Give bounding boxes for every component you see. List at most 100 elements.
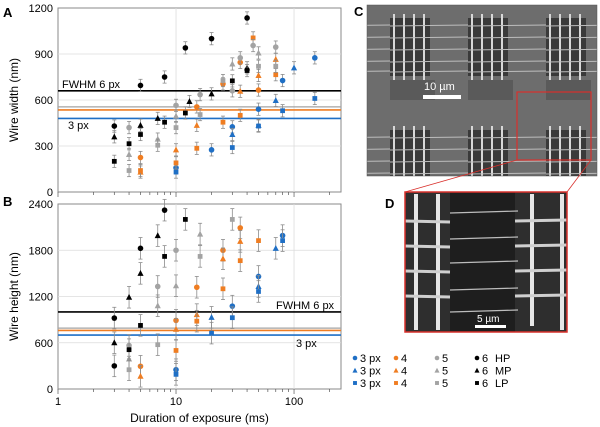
marker-circle — [193, 104, 200, 110]
marker-circle — [229, 303, 236, 309]
series-6-hp — [111, 198, 168, 378]
marker-square — [280, 238, 285, 243]
series-5-mp — [125, 46, 262, 161]
marker-circle — [193, 284, 200, 291]
legend-power-label: MP — [495, 366, 512, 378]
y-tick-label: 1200 — [29, 292, 53, 304]
marker-square — [256, 63, 261, 69]
marker-triangle — [154, 302, 161, 309]
marker-square — [126, 168, 132, 173]
marker-square — [312, 96, 318, 101]
marker-square — [197, 112, 203, 117]
marker-circle — [161, 207, 168, 213]
marker-square — [280, 108, 285, 114]
marker-triangle — [193, 121, 200, 128]
marker-circle — [255, 87, 262, 93]
marker-triangle — [186, 98, 193, 105]
marker-circle — [137, 245, 144, 252]
marker-circle — [161, 74, 168, 80]
reference-line-label: 3 px — [296, 338, 317, 350]
marker-circle — [237, 225, 244, 231]
marker-square — [126, 367, 132, 373]
marker-square — [138, 168, 143, 173]
marker-triangle — [352, 367, 358, 373]
legend-label: 3 px — [360, 366, 381, 378]
marker-square — [126, 347, 132, 353]
marker-triangle — [197, 230, 204, 237]
marker-triangle — [172, 146, 180, 153]
marker-circle — [312, 55, 318, 61]
marker-circle — [137, 154, 144, 161]
scale-bar-c — [423, 95, 461, 99]
marker-square — [162, 119, 167, 125]
marker-triangle — [137, 270, 144, 276]
marker-triangle — [255, 72, 262, 78]
marker-circle — [197, 91, 203, 98]
marker-triangle — [208, 90, 215, 97]
marker-triangle — [125, 293, 133, 300]
marker-triangle — [255, 49, 262, 56]
marker-square — [256, 238, 261, 243]
marker-triangle — [154, 232, 161, 239]
marker-circle — [182, 45, 189, 51]
reference-line-label: 3 px — [68, 120, 89, 132]
marker-triangle — [111, 133, 118, 140]
marker-triangle — [393, 367, 399, 373]
series-6-mp — [111, 224, 161, 354]
marker-circle — [279, 77, 286, 84]
marker-square — [126, 141, 132, 147]
marker-circle — [111, 315, 118, 321]
marker-square — [237, 112, 243, 118]
reference-line-label: FWHM 6 px — [62, 79, 121, 91]
y-tick-label: 1800 — [29, 245, 53, 257]
marker-square — [155, 342, 161, 348]
marker-circle — [154, 283, 161, 290]
marker-circle — [173, 247, 179, 254]
chart-wire-height: 0 600 1200 1800 2400 1 10 100 Duration of exposu… — [7, 198, 342, 425]
y-tick-label: 900 — [35, 49, 53, 61]
y-tick-label: 600 — [35, 95, 53, 107]
y-tick-label: 1200 — [29, 3, 53, 15]
marker-square — [197, 254, 203, 259]
marker-circle — [393, 355, 399, 361]
marker-square — [194, 318, 200, 324]
legend-label: 4 — [401, 353, 407, 365]
panel-label-b: B — [3, 194, 12, 209]
panel-label-d: D — [385, 196, 394, 211]
marker-triangle — [229, 131, 236, 138]
scale-bar-c-label: 10 µm — [424, 81, 455, 93]
legend-label: 5 — [442, 378, 448, 390]
marker-circle — [111, 363, 118, 369]
reference-line-label: FWHM 6 px — [276, 300, 335, 312]
series-6-lp — [111, 64, 250, 168]
marker-circle — [250, 42, 256, 49]
series-5-lp — [126, 59, 279, 178]
legend-label: 6 — [482, 378, 488, 390]
y-tick-label: 0 — [47, 187, 53, 199]
series-3-px-lp — [173, 229, 285, 386]
x-tick-label: 1 — [55, 396, 61, 408]
marker-square — [138, 323, 143, 328]
marker-square — [138, 132, 143, 137]
marker-circle — [474, 355, 480, 361]
marker-square — [229, 78, 235, 84]
marker-square — [353, 381, 357, 385]
marker-triangle — [434, 367, 440, 373]
panel-label-a: A — [3, 5, 13, 20]
marker-square — [229, 315, 235, 321]
marker-square — [250, 35, 256, 41]
marker-circle — [208, 147, 215, 153]
y-axis-label: Wire height (nm) — [7, 252, 21, 341]
y-tick-label: 300 — [35, 141, 53, 153]
marker-square — [435, 381, 439, 385]
y-tick-label: 600 — [35, 338, 53, 350]
marker-square — [220, 286, 226, 292]
marker-triangle — [137, 121, 144, 128]
panel-label-c: C — [354, 4, 364, 19]
marker-triangle — [272, 244, 279, 251]
marker-square — [220, 119, 226, 125]
marker-circle — [137, 82, 144, 89]
marker-triangle — [172, 112, 180, 119]
marker-circle — [255, 106, 262, 112]
